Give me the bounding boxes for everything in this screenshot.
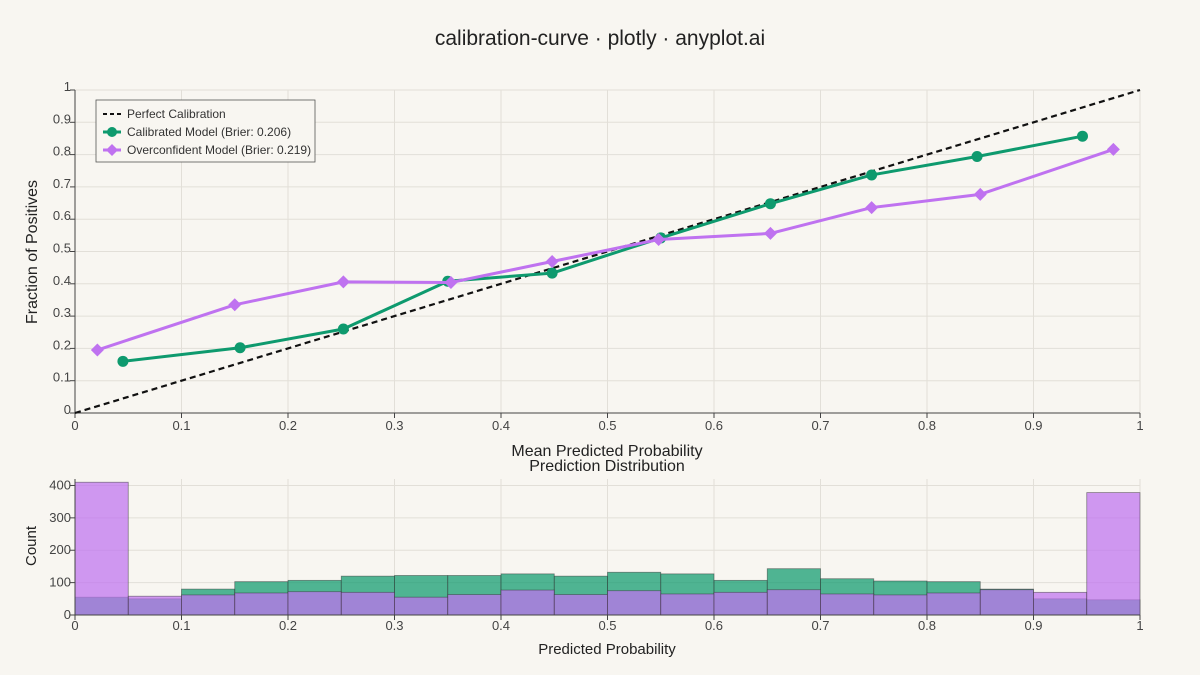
legend: Perfect Calibration Calibrated Model (Br… (95, 99, 316, 163)
calibration-plot: 0 0.1 0.2 0.3 0.4 0.5 0.6 0.7 0.8 0.9 1 0 0.1 0.2 0.3 0… (24, 79, 1144, 460)
top-y-tick-label: 0.5 (53, 241, 71, 256)
calibrated-point (546, 267, 558, 279)
top-x-tick-label: 0.2 (279, 418, 297, 433)
legend-label-overconfident: Overconfident Model (Brier: 0.219) (127, 143, 311, 157)
overconfident-bar (713, 591, 768, 616)
overconfident-point (228, 298, 242, 312)
legend-label-calibrated: Calibrated Model (Brier: 0.206) (127, 125, 291, 139)
calibrated-point (337, 323, 349, 335)
overconfident-bar (340, 591, 395, 616)
top-axes: 0 0.1 0.2 0.3 0.4 0.5 0.6 0.7 0.8 0.9 1 0 0.1 0.2 0.3 0… (53, 79, 1144, 433)
bottom-x-tick-label: 0.6 (705, 618, 723, 633)
overconfident-point (336, 275, 350, 289)
overconfident-bar (660, 593, 715, 616)
overconfident-bar (447, 594, 502, 616)
calibrated-point (117, 355, 129, 367)
overconfident-bar (820, 593, 875, 616)
bottom-x-tick-label: 0.2 (279, 618, 297, 633)
bottom-bars (74, 481, 1141, 616)
bottom-x-tick-label: 0.1 (172, 618, 190, 633)
series-line-perfect (74, 88, 1141, 415)
legend-swatch-overconfident-marker (106, 144, 118, 156)
bottom-x-tick-label: 0.4 (492, 618, 510, 633)
bottom-y-tick-label: 200 (49, 542, 71, 557)
overconfident-point (763, 226, 777, 240)
histogram-plot: Prediction Distribution 0 0.1 0.2 0.3 0.4 0.5… (23, 458, 1144, 658)
top-x-tick-label: 0.8 (918, 418, 936, 433)
top-y-tick-label: 0.7 (53, 176, 71, 191)
overconfident-bar (607, 590, 662, 616)
overconfident-bar (394, 596, 449, 616)
legend-swatch-calibrated-marker (107, 127, 117, 137)
legend-label-perfect: Perfect Calibration (127, 107, 226, 121)
calibrated-point (866, 169, 878, 181)
histogram-title: Prediction Distribution (529, 458, 685, 475)
overconfident-bar (766, 589, 821, 616)
top-x-tick-label: 0.1 (172, 418, 190, 433)
top-y-tick-label: 0.6 (53, 208, 71, 223)
overconfident-point (973, 187, 987, 201)
bottom-x-tick-label: 0.3 (385, 618, 403, 633)
chart-title: calibration-curve · plotly · anyplot.ai (435, 27, 765, 50)
overconfident-point (1106, 142, 1120, 156)
overconfident-point (90, 343, 104, 357)
top-y-tick-label: 0.1 (53, 370, 71, 385)
top-x-tick-label: 0.6 (705, 418, 723, 433)
overconfident-point (444, 276, 458, 290)
overconfident-bar (287, 591, 342, 616)
overconfident-bar (1033, 591, 1088, 616)
bottom-x-tick-label: 0.9 (1024, 618, 1042, 633)
overconfident-point (865, 201, 879, 215)
overconfident-point (545, 255, 559, 269)
bottom-y-tick-label: 400 (49, 477, 71, 492)
top-x-tick-label: 0.5 (598, 418, 616, 433)
top-y-tick-label: 1 (64, 79, 71, 94)
top-x-tick-label: 1 (1136, 418, 1143, 433)
bottom-x-axis-label: Predicted Probability (538, 641, 676, 658)
bottom-y-tick-label: 100 (49, 575, 71, 590)
bottom-y-axis-label: Count (23, 525, 40, 566)
overconfident-bar (74, 481, 129, 616)
bottom-x-tick-label: 0.7 (811, 618, 829, 633)
calibrated-point (764, 198, 776, 210)
bottom-y-tick-label: 300 (49, 510, 71, 525)
top-x-tick-label: 0.9 (1024, 418, 1042, 433)
top-y-tick-label: 0.4 (53, 273, 71, 288)
series-line-calibrated (122, 134, 1083, 363)
bottom-x-tick-label: 0 (71, 618, 78, 633)
bottom-x-tick-label: 0.5 (598, 618, 616, 633)
overconfident-bar (127, 595, 182, 616)
overconfident-point (652, 233, 666, 247)
top-y-tick-label: 0.8 (53, 144, 71, 159)
top-x-axis-label: Mean Predicted Probability (511, 443, 702, 460)
top-y-tick-label: 0.3 (53, 305, 71, 320)
overconfident-bar (500, 589, 555, 616)
overconfident-bar (979, 589, 1034, 616)
calibrated-point (234, 342, 246, 354)
overconfident-bar (181, 594, 236, 616)
calibrated-point (1076, 130, 1088, 142)
bottom-x-tick-label: 1 (1136, 618, 1143, 633)
overconfident-bar (553, 594, 608, 616)
bottom-y-tick-label: 0 (64, 607, 71, 622)
top-y-axis-label: Fraction of Positives (24, 180, 41, 324)
calibrated-point (971, 151, 983, 163)
top-series (74, 88, 1141, 415)
top-y-tick-label: 0.2 (53, 337, 71, 352)
top-y-tick-label: 0 (64, 402, 71, 417)
top-y-tick-label: 0.9 (53, 111, 71, 126)
overconfident-bar (926, 592, 981, 616)
overconfident-bar (234, 592, 289, 616)
top-x-tick-label: 0.3 (385, 418, 403, 433)
overconfident-bar (1086, 492, 1141, 616)
legend-box (95, 99, 316, 163)
bottom-x-tick-label: 0.8 (918, 618, 936, 633)
series-line-overconfident (96, 148, 1114, 352)
bottom-axes: 0 0.1 0.2 0.3 0.4 0.5 0.6 0.7 0.8 0.9 1 0 100 200 300 4… (49, 477, 1143, 633)
overconfident-bar (873, 594, 928, 616)
top-x-tick-label: 0.4 (492, 418, 510, 433)
top-x-tick-label: 0.7 (811, 418, 829, 433)
top-x-tick-label: 0 (71, 418, 78, 433)
